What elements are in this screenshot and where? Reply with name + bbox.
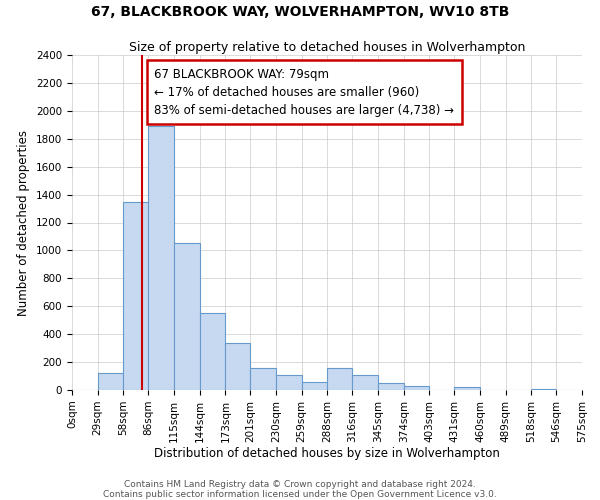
Bar	[226, 342, 250, 390]
Bar	[276, 376, 302, 390]
Bar	[124, 202, 148, 390]
Title: Size of property relative to detached houses in Wolverhampton: Size of property relative to detached ho…	[129, 41, 525, 54]
Y-axis label: Number of detached properties: Number of detached properties	[17, 130, 31, 316]
Bar	[532, 389, 556, 390]
Bar	[302, 382, 328, 390]
Bar	[174, 244, 200, 390]
Text: 67, BLACKBROOK WAY, WOLVERHAMPTON, WV10 8TB: 67, BLACKBROOK WAY, WOLVERHAMPTON, WV10 …	[91, 5, 509, 19]
Bar	[328, 368, 352, 390]
Bar	[404, 386, 430, 390]
Text: Contains HM Land Registry data © Crown copyright and database right 2024.
Contai: Contains HM Land Registry data © Crown c…	[103, 480, 497, 499]
Bar	[352, 376, 378, 390]
Text: 67 BLACKBROOK WAY: 79sqm
← 17% of detached houses are smaller (960)
83% of semi-: 67 BLACKBROOK WAY: 79sqm ← 17% of detach…	[154, 68, 454, 116]
Bar	[250, 368, 276, 390]
X-axis label: Distribution of detached houses by size in Wolverhampton: Distribution of detached houses by size …	[154, 448, 500, 460]
Bar	[148, 126, 174, 390]
Bar	[98, 372, 124, 390]
Bar	[454, 388, 480, 390]
Bar	[378, 383, 404, 390]
Bar	[200, 313, 226, 390]
